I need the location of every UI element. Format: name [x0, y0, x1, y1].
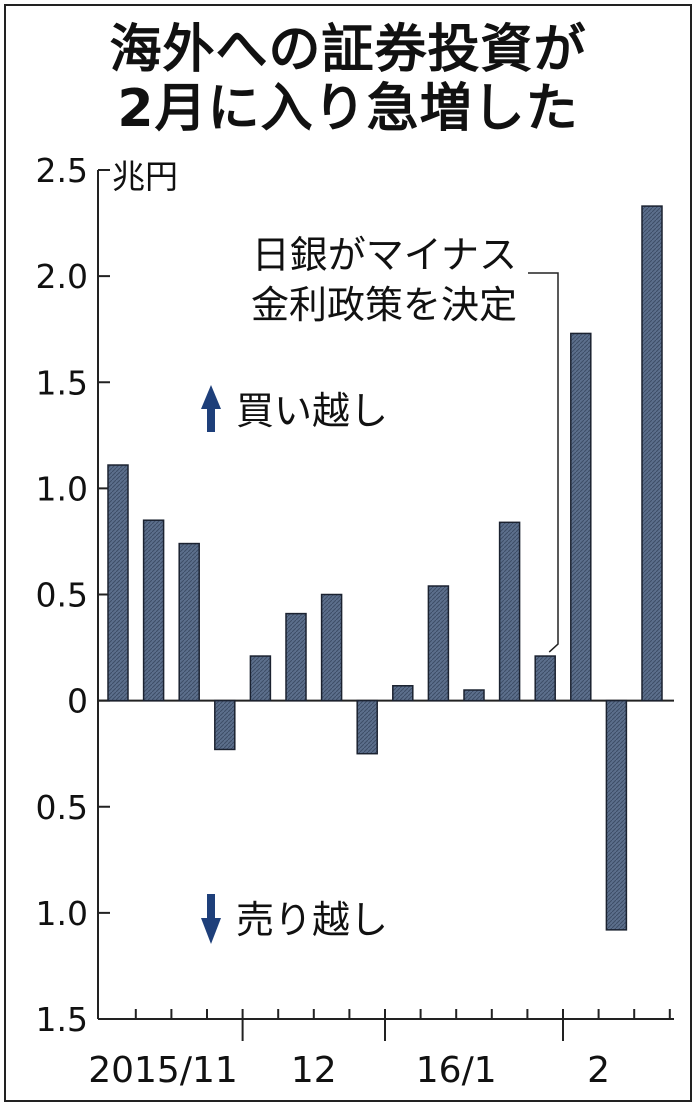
- bar: [249, 655, 272, 702]
- bar: [498, 521, 521, 702]
- bar: [320, 593, 343, 702]
- y-tick-label: 2.5: [36, 151, 88, 190]
- bar: [641, 205, 663, 702]
- bar: [142, 519, 165, 702]
- chart-title-line-2: 2月に入り急増した: [117, 79, 579, 139]
- down-arrow-shaft: [207, 894, 215, 922]
- bar: [570, 332, 592, 702]
- y-tick-label: 1.5: [36, 363, 88, 402]
- bar: [427, 585, 450, 702]
- bar: [605, 699, 628, 931]
- up-arrow-icon: [201, 385, 221, 409]
- bar: [463, 689, 485, 702]
- bar: [107, 464, 129, 702]
- bar: [214, 699, 236, 751]
- y-tick-label: 2.0: [36, 257, 88, 296]
- down-arrow-icon: [201, 918, 221, 944]
- bar: [178, 542, 200, 702]
- y-tick-label: 1.0: [36, 469, 88, 508]
- annotation-boj-line-2: 金利政策を決定: [251, 283, 517, 327]
- y-tick-label: 1.5: [36, 1000, 88, 1039]
- annotation-boj-line-1: 日銀がマイナス: [252, 233, 517, 277]
- unit-label: 兆円: [112, 157, 178, 196]
- chart-frame: [4, 4, 692, 1102]
- y-tick-label: 0.5: [36, 788, 88, 827]
- bar: [392, 685, 414, 702]
- annotation-leader-line: [528, 272, 559, 653]
- x-tick-label: 12: [291, 1050, 337, 1091]
- x-tick-label: 2015/11: [88, 1050, 238, 1091]
- sell-label: 売り越し: [236, 898, 388, 942]
- x-tick-label: 2: [587, 1050, 610, 1091]
- chart-title-line-1: 海外への証券投資が: [109, 20, 587, 80]
- buy-label: 買い越し: [236, 389, 388, 433]
- y-tick-label: 0: [67, 682, 88, 721]
- up-arrow-shaft: [207, 404, 215, 432]
- y-tick-label: 1.0: [36, 894, 88, 933]
- bar: [356, 699, 378, 755]
- bar: [534, 655, 556, 702]
- bar: [285, 612, 307, 702]
- y-tick-label: 0.5: [36, 576, 88, 615]
- x-tick-label: 16/1: [416, 1050, 497, 1091]
